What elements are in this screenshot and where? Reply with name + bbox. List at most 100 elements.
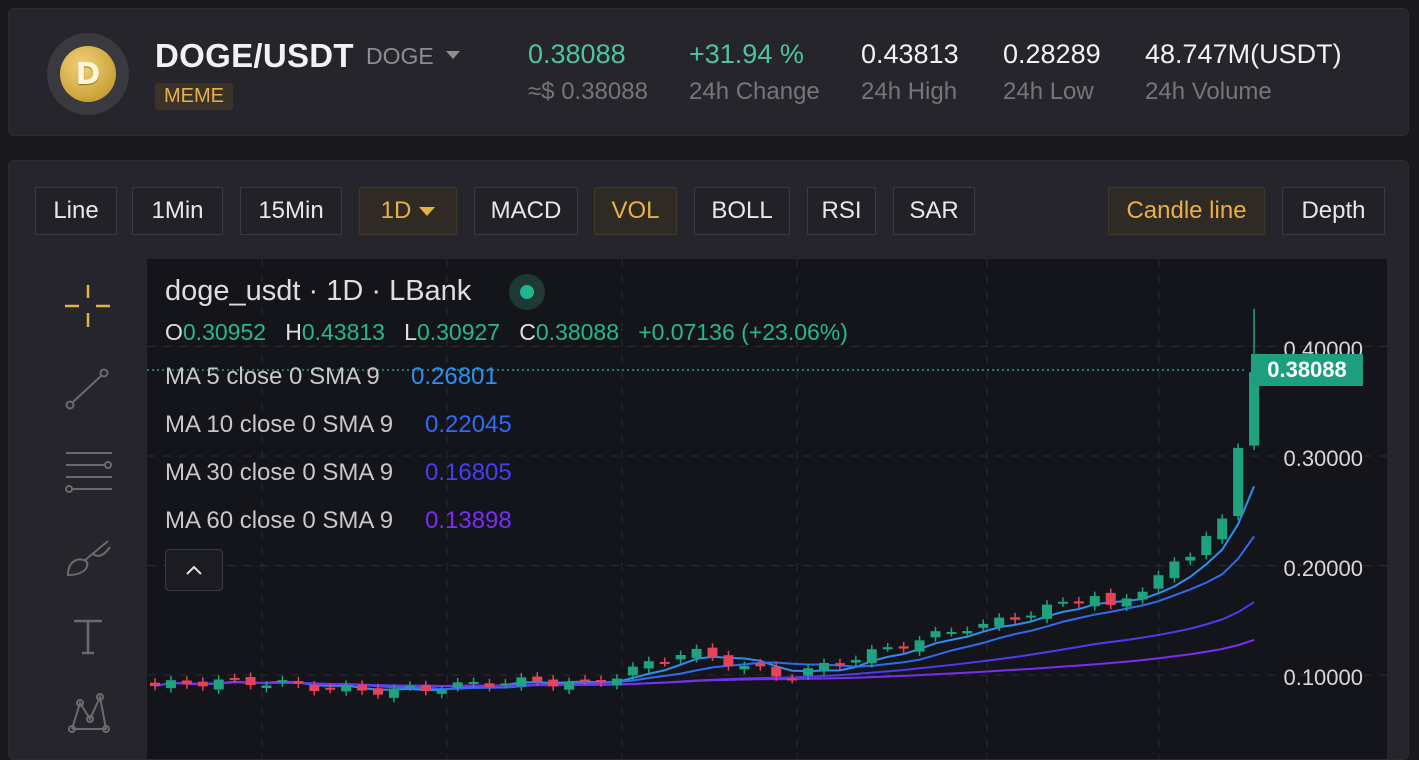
change-stat: +31.94 % 24h Change [689,39,820,106]
candle-body [962,630,973,634]
candle-body [1121,598,1132,607]
candle-body [611,678,622,685]
candle-body [898,646,909,649]
candle-body [309,685,320,691]
candle-body [1042,604,1052,619]
candle-body [1137,591,1148,600]
15min-button[interactable]: 15Min [240,187,342,235]
y-tick: 0.10000 [1283,665,1363,690]
candle-body [341,684,352,692]
sar-button[interactable]: SAR [893,187,975,235]
volume-label: 24h Volume [1145,78,1272,105]
crosshair-icon[interactable] [64,283,112,327]
candle-body [1153,575,1164,589]
candle-body [675,654,686,660]
interval-dropdown[interactable]: 1D [359,187,457,235]
ticker-header: D DOGE/USDT DOGE MEME 0.38088 ≈$ 0.38088… [8,8,1409,136]
candle-body [882,647,893,650]
change-value: +31.94 % [689,39,804,69]
ohlc-readout: O0.30952 H0.43813 L0.30927 C0.38088 +0.0… [165,319,848,346]
candle-body [165,680,176,689]
candle-line-button[interactable]: Candle line [1108,187,1265,235]
y-tick: 0.20000 [1283,556,1363,581]
candle-body [1073,601,1084,604]
candle-body [723,655,734,667]
candle-body [325,687,336,690]
candle-body [1105,592,1116,605]
last-price: 0.38088 [528,39,626,69]
candle-body [500,683,511,686]
candle-body [1026,615,1037,618]
ma-lines [154,485,1255,692]
category-tag: MEME [155,83,233,110]
candle-body [516,677,527,687]
ma-label: MA 5 close 0 SMA 9 [165,363,380,390]
candles [150,308,1260,703]
candle-body [420,685,431,692]
grid [147,259,1387,759]
volume-stat: 48.747M(USDT) 24h Volume [1145,39,1342,106]
candle-body [261,685,272,689]
doge-logo-icon: D [47,33,129,115]
vol-button[interactable]: VOL [594,187,677,235]
low-value: 0.28289 [1003,39,1101,69]
candle-body [277,680,288,683]
ma30-legend: MA 30 close 0 SMA 9 0.16805 [165,459,512,487]
candle-body [1217,518,1228,540]
chart-panel: Line 1Min 15Min 1D MACD VOL BOLL RSI SAR… [8,160,1409,760]
candle-body [150,682,160,686]
candle-body [850,659,861,663]
text-icon[interactable] [64,613,112,657]
collapse-legend-button[interactable] [165,549,223,591]
price-chart[interactable]: doge_usdt · 1D · LBank O0.30952 H0.43813… [147,259,1387,759]
candle-body [181,680,192,685]
c-label: C [519,319,536,345]
candle-body [803,668,814,676]
candle-body [452,682,463,688]
y-tick: 0.30000 [1283,446,1363,471]
candle-body [691,648,702,659]
ma5-legend: MA 5 close 0 SMA 9 0.26801 [165,363,498,391]
chevron-down-icon[interactable] [446,51,460,59]
candle-body [755,663,766,667]
candle-body [819,662,829,671]
ma-value: 0.16805 [425,459,512,486]
low-label: 24h Low [1003,78,1094,105]
live-status-icon [509,274,545,310]
h-label: H [285,319,302,345]
candle-body [994,617,1005,627]
ma-label: MA 10 close 0 SMA 9 [165,411,394,438]
candle-body [580,679,591,682]
interval-label: 1D [380,197,412,224]
candle-body [293,681,304,684]
last-price-stat: 0.38088 ≈$ 0.38088 [528,39,648,106]
o-label: O [165,319,183,345]
candle-body [532,676,543,682]
candle-body [229,677,240,680]
candle-body [1010,617,1021,620]
candle-body [707,647,718,657]
ma-label: MA 60 close 0 SMA 9 [165,507,394,534]
close-value: 0.38088 [535,319,620,345]
candle-body [1169,561,1180,579]
candle-body [627,666,638,676]
depth-button[interactable]: Depth [1282,187,1385,235]
1min-button[interactable]: 1Min [132,187,223,235]
ma-label: MA 30 close 0 SMA 9 [165,459,394,486]
trend-line-icon[interactable] [64,365,112,410]
candle-body [1185,556,1196,561]
candle-body [643,661,654,669]
logo-letter: D [60,46,116,102]
line-button[interactable]: Line [35,187,117,235]
fib-lines-icon[interactable] [64,447,112,493]
base-coin-selector[interactable]: DOGE [366,43,434,69]
candle-body [866,649,877,664]
boll-button[interactable]: BOLL [694,187,790,235]
brush-icon[interactable] [64,531,112,577]
low-value: 0.30927 [416,319,501,345]
macd-button[interactable]: MACD [474,187,578,235]
ma60-legend: MA 60 close 0 SMA 9 0.13898 [165,507,512,535]
pair-name: DOGE/USDT [155,37,354,74]
rsi-button[interactable]: RSI [807,187,876,235]
pattern-icon[interactable] [64,689,112,733]
